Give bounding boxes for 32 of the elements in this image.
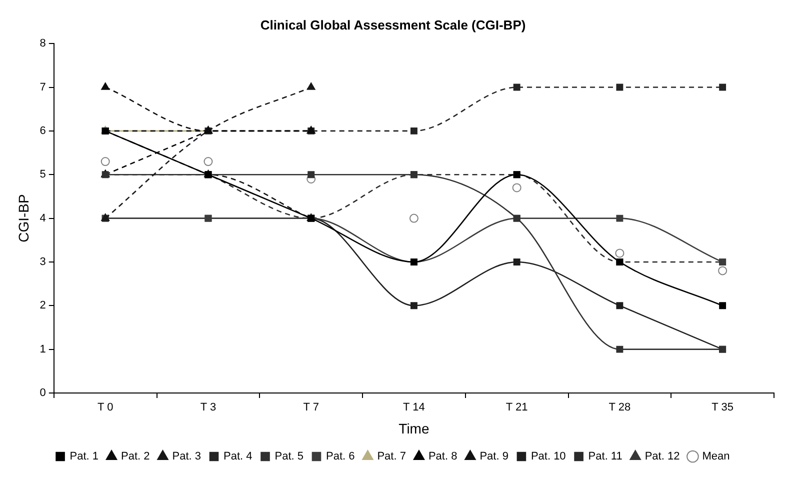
y-tick-label: 5 <box>40 168 46 181</box>
legend-label: Pat. 4 <box>224 450 252 463</box>
legend-label: Pat. 7 <box>377 450 406 463</box>
y-tick-label: 8 <box>40 38 46 50</box>
x-tick-label: T 0 <box>98 402 114 414</box>
y-axis-title: CGI-BP <box>15 194 32 242</box>
chart-title: Clinical Global Assessment Scale (CGI-BP) <box>260 17 526 32</box>
legend-label: Mean <box>702 450 730 463</box>
y-tick-label: 0 <box>40 387 46 400</box>
x-tick-label: T 21 <box>506 402 528 414</box>
y-tick-label: 1 <box>40 343 46 356</box>
legend-label: Pat. 3 <box>172 450 202 463</box>
legend-label: Pat. 10 <box>530 450 566 463</box>
legend-label: Pat. 8 <box>428 450 458 463</box>
legend-label: Pat. 11 <box>588 450 622 463</box>
legend-label: Pat. 9 <box>480 450 508 463</box>
y-tick-label: 7 <box>40 81 46 94</box>
y-tick-label: 3 <box>40 256 46 268</box>
legend-label: Pat. 5 <box>274 450 304 463</box>
x-tick-label: T 3 <box>200 402 216 414</box>
y-tick-label: 2 <box>40 300 46 312</box>
y-tick-label: 4 <box>40 212 46 224</box>
legend-label: Pat. 1 <box>70 450 99 463</box>
legend-label: Pat. 12 <box>644 450 680 463</box>
x-tick-label: T 14 <box>403 402 425 414</box>
y-tick-label: 6 <box>40 124 46 137</box>
x-axis-title: Time <box>398 420 430 436</box>
x-tick-label: T 28 <box>608 402 631 414</box>
legend-label: Pat. 2 <box>121 450 150 463</box>
x-tick-label: T 35 <box>712 402 734 414</box>
x-tick-label: T 7 <box>303 402 319 414</box>
legend-label: Pat. 6 <box>326 450 355 463</box>
